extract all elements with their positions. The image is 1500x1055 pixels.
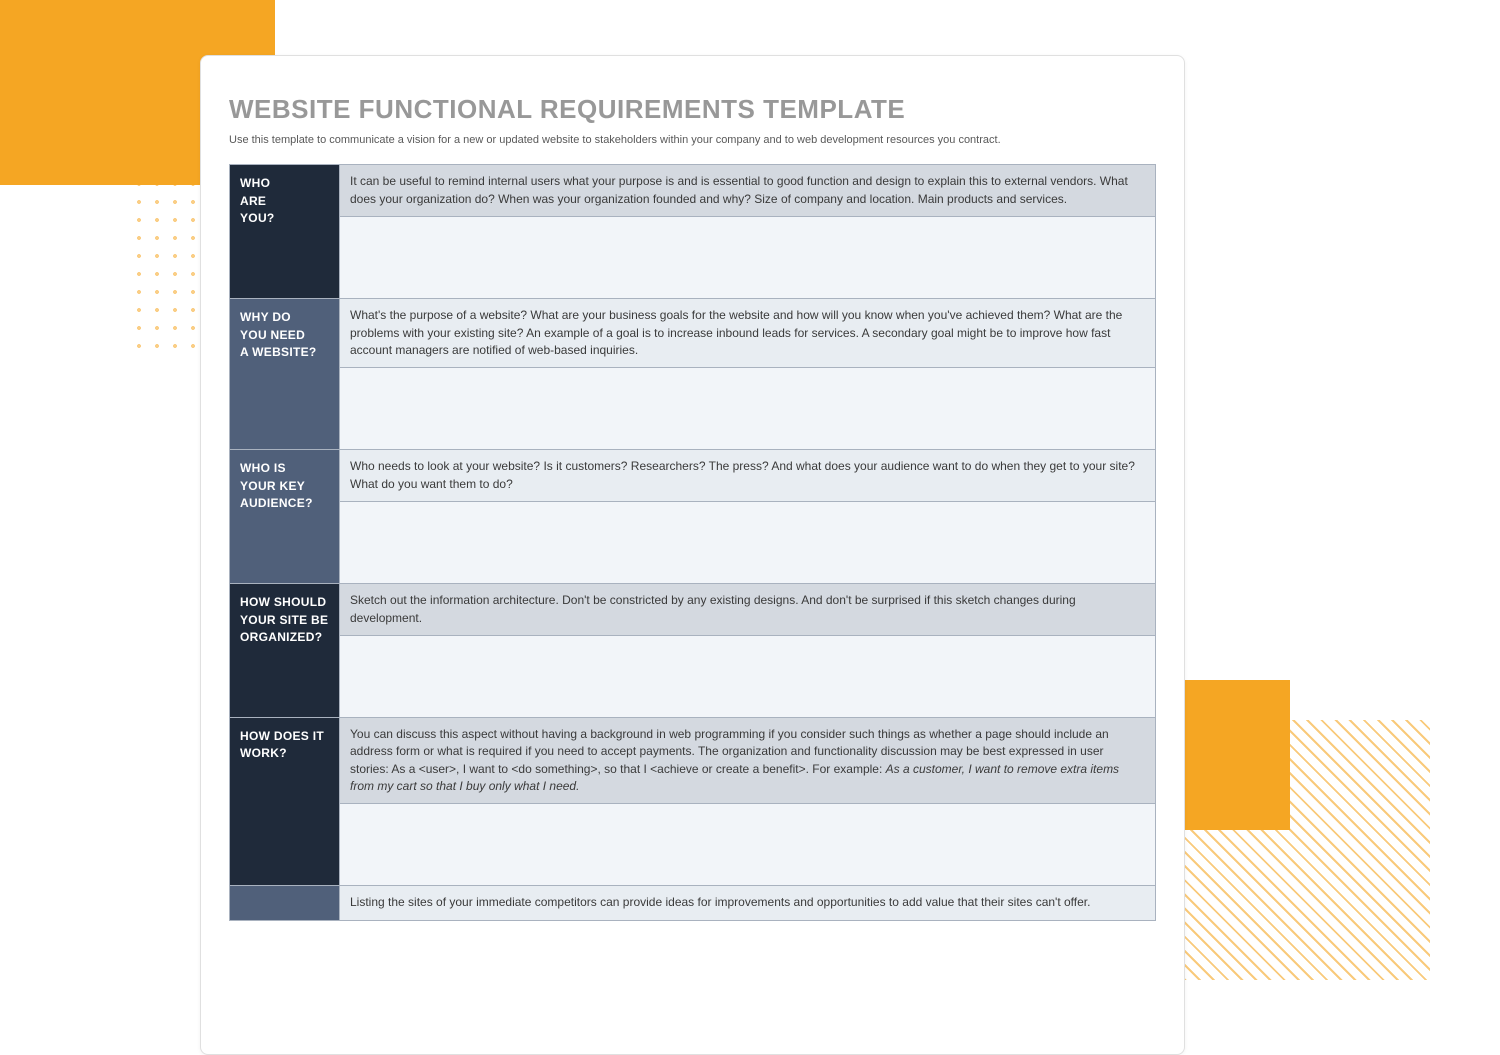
section-answer[interactable] <box>340 502 1156 584</box>
section-label <box>230 886 340 920</box>
section-prompt: It can be useful to remind internal user… <box>340 165 1156 217</box>
section-answer[interactable] <box>340 635 1156 717</box>
section-label: WHOAREYOU? <box>230 165 340 299</box>
page-subtitle: Use this template to communicate a visio… <box>229 133 1156 148</box>
section-prompt: Listing the sites of your immediate comp… <box>340 886 1156 920</box>
section-answer[interactable] <box>340 217 1156 299</box>
section-prompt: You can discuss this aspect without havi… <box>340 717 1156 804</box>
section-answer[interactable] <box>340 804 1156 886</box>
section-label: HOW DOES ITWORK? <box>230 717 340 886</box>
section-label: WHY DOYOU NEEDA WEBSITE? <box>230 299 340 450</box>
section-answer[interactable] <box>340 368 1156 450</box>
page-title: WEBSITE FUNCTIONAL REQUIREMENTS TEMPLATE <box>229 94 1156 125</box>
section-prompt: What's the purpose of a website? What ar… <box>340 299 1156 368</box>
section-label: WHO ISYOUR KEYAUDIENCE? <box>230 450 340 584</box>
section-label: HOW SHOULDYOUR SITE BEORGANIZED? <box>230 584 340 718</box>
section-prompt: Who needs to look at your website? Is it… <box>340 450 1156 502</box>
section-prompt: Sketch out the information architecture.… <box>340 584 1156 636</box>
requirements-table: WHOAREYOU?It can be useful to remind int… <box>229 164 1156 920</box>
document-page: WEBSITE FUNCTIONAL REQUIREMENTS TEMPLATE… <box>200 55 1185 1055</box>
